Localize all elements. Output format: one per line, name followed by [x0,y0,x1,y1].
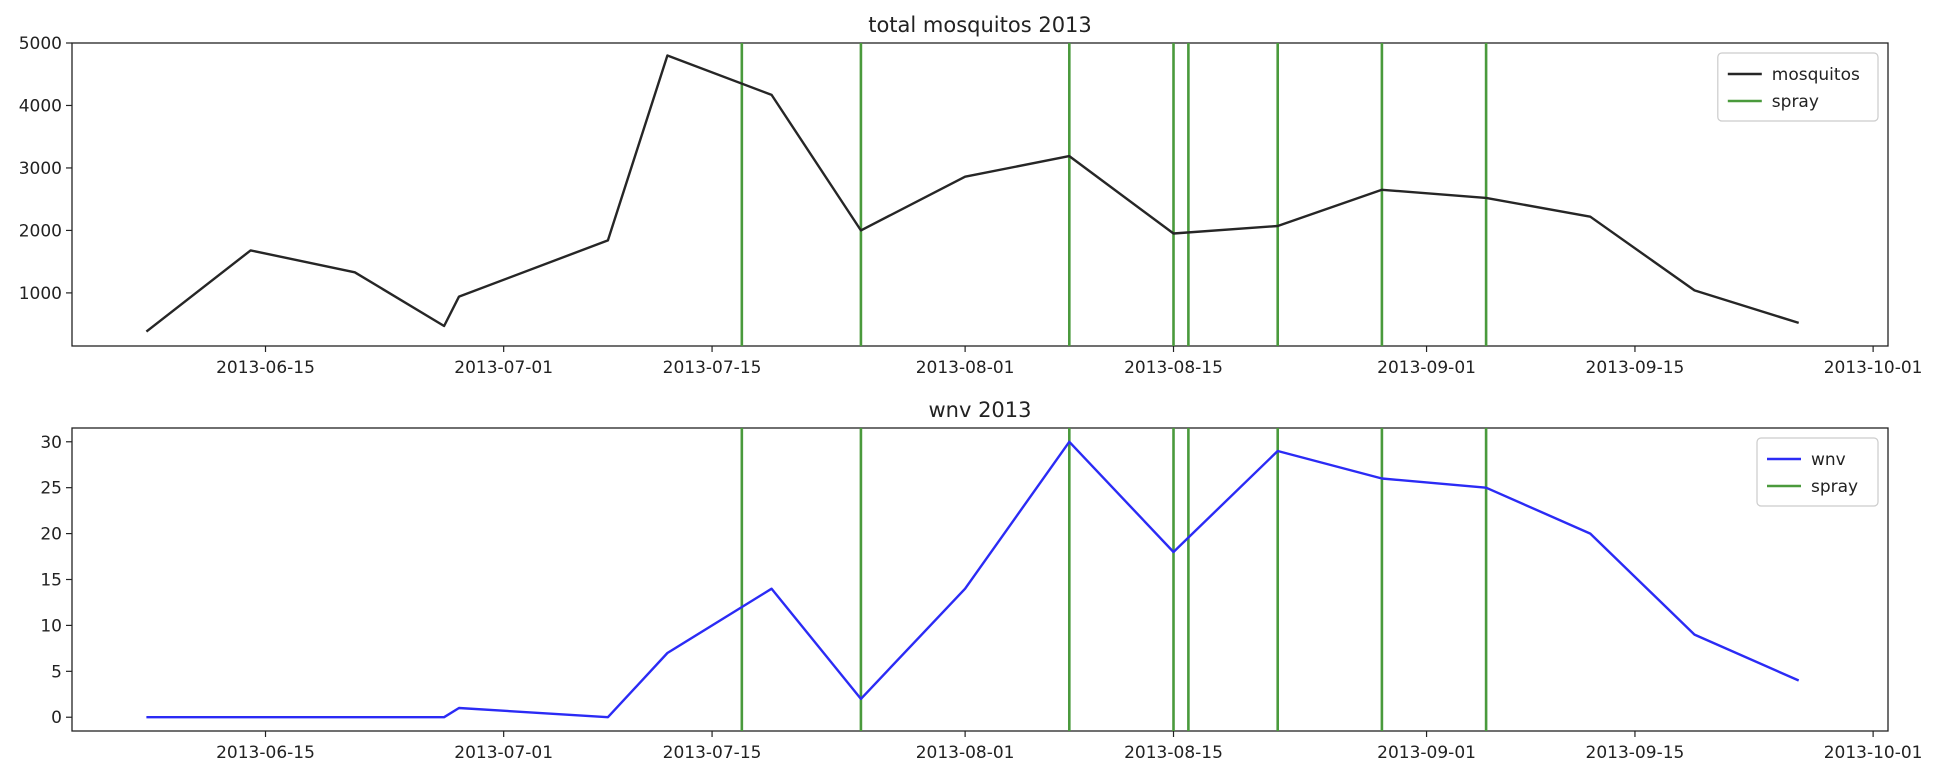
x-tick-label: 2013-08-01 [916,743,1015,763]
chart-title: wnv 2013 [928,398,1031,422]
x-tick-label: 2013-09-15 [1586,743,1685,763]
y-tick-label: 4000 [19,96,62,116]
y-tick-label: 25 [40,479,62,499]
plot-frame [71,42,1889,347]
x-tick-label: 2013-07-01 [454,743,553,763]
legend: mosquitos spray [1717,52,1879,122]
legend-box [1717,52,1879,122]
plot-frame [71,427,1889,732]
chart-2: wnv 2013 2013-06-15 2013-07-01 2013-07-15 20… [40,398,1922,763]
legend-box [1756,437,1879,507]
y-tick-label: 3000 [19,159,62,179]
y-tick-label: 1000 [19,284,62,304]
legend-label: spray [1811,477,1858,497]
x-tick-label: 2013-06-15 [216,358,315,378]
x-tick-label: 2013-10-01 [1824,358,1923,378]
x-tick-label: 2013-07-01 [454,358,553,378]
x-tick-label: 2013-09-15 [1586,358,1685,378]
x-tick-label: 2013-10-01 [1824,743,1923,763]
x-tick-label: 2013-09-01 [1377,358,1476,378]
y-tick-label: 0 [51,708,62,728]
x-tick-label: 2013-07-15 [663,358,762,378]
x-tick-label: 2013-06-15 [216,743,315,763]
y-tick-label: 20 [40,525,62,545]
y-tick-label: 5 [51,662,62,682]
y-tick-label: 10 [40,616,62,636]
series-line-mosquitos [145,54,1800,333]
x-tick-label: 2013-08-01 [916,358,1015,378]
x-tick-label: 2013-07-15 [663,743,762,763]
legend-label: spray [1772,92,1819,112]
legend-label: mosquitos [1772,65,1860,85]
y-tick-label: 15 [40,571,62,591]
legend: wnv spray [1756,437,1879,507]
x-tick-label: 2013-08-15 [1124,743,1223,763]
legend-label: wnv [1811,450,1846,470]
chart-1: total mosquitos 2013 2013-06-15 2013-07-01… [19,13,1923,378]
y-tick-label: 2000 [19,221,62,241]
x-tick-label: 2013-09-01 [1377,743,1476,763]
x-tick-label: 2013-08-15 [1124,358,1223,378]
series-line-wnv [146,440,1800,719]
chart-title: total mosquitos 2013 [868,13,1092,37]
y-tick-label: 5000 [19,34,62,54]
y-tick-label: 30 [40,433,62,453]
